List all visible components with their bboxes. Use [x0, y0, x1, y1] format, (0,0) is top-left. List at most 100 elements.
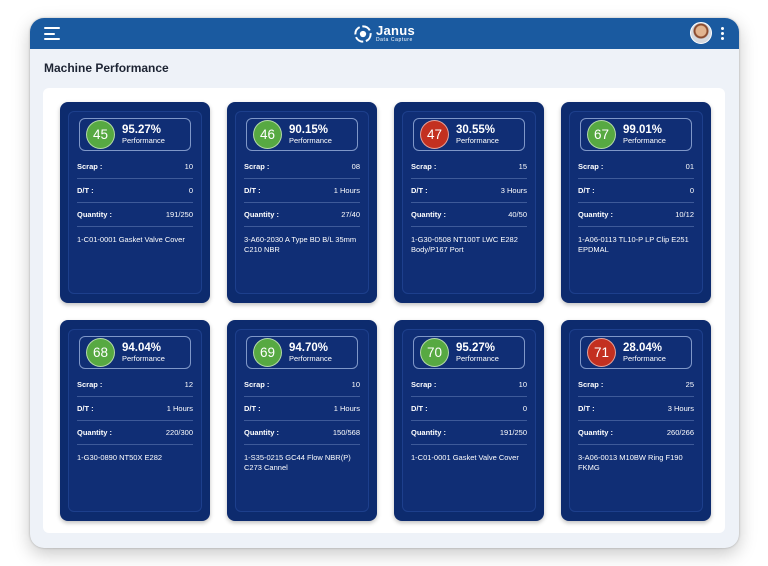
machine-number-badge: 67	[587, 120, 616, 149]
performance-value: 30.55%	[456, 124, 496, 137]
scrap-value: 15	[518, 162, 527, 171]
scrap-label: Scrap :	[77, 380, 103, 389]
performance-box: 71 28.04% Performance	[580, 336, 692, 369]
quantity-row: Quantity : 150/568	[244, 421, 360, 445]
scrap-row: Scrap : 12	[77, 373, 193, 397]
quantity-value: 260/266	[666, 428, 694, 437]
scrap-value: 25	[685, 380, 694, 389]
machine-card-body: 69 94.70% Performance Scrap : 10 D/T : 1…	[235, 329, 369, 512]
quantity-row: Quantity : 220/300	[77, 421, 193, 445]
machine-number-badge: 71	[587, 338, 616, 367]
quantity-row: Quantity : 191/250	[77, 203, 193, 227]
scrap-row: Scrap : 25	[578, 373, 694, 397]
quantity-value: 191/250	[165, 210, 193, 219]
performance-label: Performance	[623, 135, 666, 145]
quantity-label: Quantity :	[244, 428, 279, 437]
part-description: 1-C01-0001 Gasket Valve Cover	[411, 453, 519, 462]
part-description: 3-A60-2030 A Type BD B/L 35mm C210 NBR	[244, 235, 357, 254]
quantity-row: Quantity : 10/12	[578, 203, 694, 227]
logo-name: Janus	[375, 23, 416, 38]
quantity-row: Quantity : 40/50	[411, 203, 527, 227]
hamburger-menu-icon[interactable]	[44, 27, 60, 40]
downtime-label: D/T :	[411, 404, 428, 413]
performance-box: 45 95.27% Performance	[79, 118, 191, 151]
scrap-value: 10	[184, 162, 193, 171]
downtime-row: D/T : 0	[411, 397, 527, 421]
more-options-icon[interactable]	[721, 27, 725, 40]
part-description: 1-G30-0890 NT50X E282	[77, 453, 163, 462]
machine-card-body: 67 99.01% Performance Scrap : 01 D/T : 0…	[569, 111, 703, 294]
downtime-label: D/T :	[77, 404, 94, 413]
machine-card[interactable]: 68 94.04% Performance Scrap : 12 D/T : 1…	[60, 320, 210, 521]
user-avatar[interactable]	[690, 22, 712, 44]
quantity-value: 220/300	[165, 428, 193, 437]
downtime-row: D/T : 0	[77, 179, 193, 203]
quantity-label: Quantity :	[244, 210, 279, 219]
downtime-label: D/T :	[578, 186, 595, 195]
performance-label: Performance	[456, 135, 499, 145]
janus-logo-icon	[354, 24, 372, 43]
machine-card[interactable]: 67 99.01% Performance Scrap : 01 D/T : 0…	[561, 102, 711, 303]
performance-value: 90.15%	[289, 124, 329, 137]
performance-value: 95.27%	[122, 124, 162, 137]
machine-card[interactable]: 46 90.15% Performance Scrap : 08 D/T : 1…	[227, 102, 377, 303]
scrap-row: Scrap : 08	[244, 155, 360, 179]
scrap-label: Scrap :	[244, 380, 270, 389]
downtime-value: 3 Hours	[500, 186, 527, 195]
machine-card[interactable]: 69 94.70% Performance Scrap : 10 D/T : 1…	[227, 320, 377, 521]
part-description: 1-S35-0215 GC44 Flow NBR(P) C273 Cannel	[244, 453, 351, 472]
part-description: 1-G30-0508 NT100T LWC E282 Body/P167 Por…	[411, 235, 518, 254]
performance-label: Performance	[289, 135, 332, 145]
downtime-label: D/T :	[244, 186, 261, 195]
quantity-label: Quantity :	[77, 210, 112, 219]
performance-box: 69 94.70% Performance	[246, 336, 358, 369]
scrap-value: 08	[351, 162, 360, 171]
performance-value: 95.27%	[456, 342, 496, 355]
scrap-row: Scrap : 10	[411, 373, 527, 397]
downtime-label: D/T :	[244, 404, 261, 413]
performance-label: Performance	[623, 353, 666, 363]
part-description: 1-C01-0001 Gasket Valve Cover	[77, 235, 185, 244]
machine-card[interactable]: 47 30.55% Performance Scrap : 15 D/T : 3…	[394, 102, 544, 303]
downtime-value: 1 Hours	[333, 186, 360, 195]
machine-card[interactable]: 71 28.04% Performance Scrap : 25 D/T : 3…	[561, 320, 711, 521]
app-window: Janus Data Capture Machine Performance 4…	[30, 18, 739, 548]
machine-card-body: 70 95.27% Performance Scrap : 10 D/T : 0…	[402, 329, 536, 512]
scrap-label: Scrap :	[244, 162, 270, 171]
scrap-value: 10	[518, 380, 527, 389]
performance-label: Performance	[122, 353, 165, 363]
logo-subtitle: Data Capture	[375, 37, 413, 43]
performance-label: Performance	[456, 353, 499, 363]
performance-box: 46 90.15% Performance	[246, 118, 358, 151]
machine-card-body: 71 28.04% Performance Scrap : 25 D/T : 3…	[569, 329, 703, 512]
quantity-label: Quantity :	[77, 428, 112, 437]
part-description: 1-A06-0113 TL10-P LP Clip E251 EPDMAL	[578, 235, 689, 254]
page-title: Machine Performance	[44, 61, 169, 75]
quantity-value: 150/568	[332, 428, 360, 437]
machine-card[interactable]: 70 95.27% Performance Scrap : 10 D/T : 0…	[394, 320, 544, 521]
quantity-row: Quantity : 260/266	[578, 421, 694, 445]
downtime-value: 0	[188, 186, 193, 195]
machine-grid: 45 95.27% Performance Scrap : 10 D/T : 0…	[60, 102, 711, 521]
machine-card-body: 46 90.15% Performance Scrap : 08 D/T : 1…	[235, 111, 369, 294]
top-bar: Janus Data Capture	[30, 18, 739, 49]
performance-label: Performance	[122, 135, 165, 145]
machine-number-badge: 69	[253, 338, 282, 367]
performance-value: 28.04%	[623, 342, 663, 355]
scrap-label: Scrap :	[578, 380, 604, 389]
quantity-label: Quantity :	[411, 210, 446, 219]
machine-number-badge: 46	[253, 120, 282, 149]
machine-card-body: 68 94.04% Performance Scrap : 12 D/T : 1…	[68, 329, 202, 512]
machine-number-badge: 68	[86, 338, 115, 367]
machine-card[interactable]: 45 95.27% Performance Scrap : 10 D/T : 0…	[60, 102, 210, 303]
scrap-label: Scrap :	[578, 162, 604, 171]
scrap-row: Scrap : 01	[578, 155, 694, 179]
quantity-label: Quantity :	[411, 428, 446, 437]
scrap-row: Scrap : 15	[411, 155, 527, 179]
performance-value: 94.70%	[289, 342, 329, 355]
downtime-value: 1 Hours	[333, 404, 360, 413]
machine-card-body: 45 95.27% Performance Scrap : 10 D/T : 0…	[68, 111, 202, 294]
machine-number-badge: 70	[420, 338, 449, 367]
downtime-row: D/T : 1 Hours	[244, 397, 360, 421]
machines-panel: 45 95.27% Performance Scrap : 10 D/T : 0…	[43, 88, 725, 533]
